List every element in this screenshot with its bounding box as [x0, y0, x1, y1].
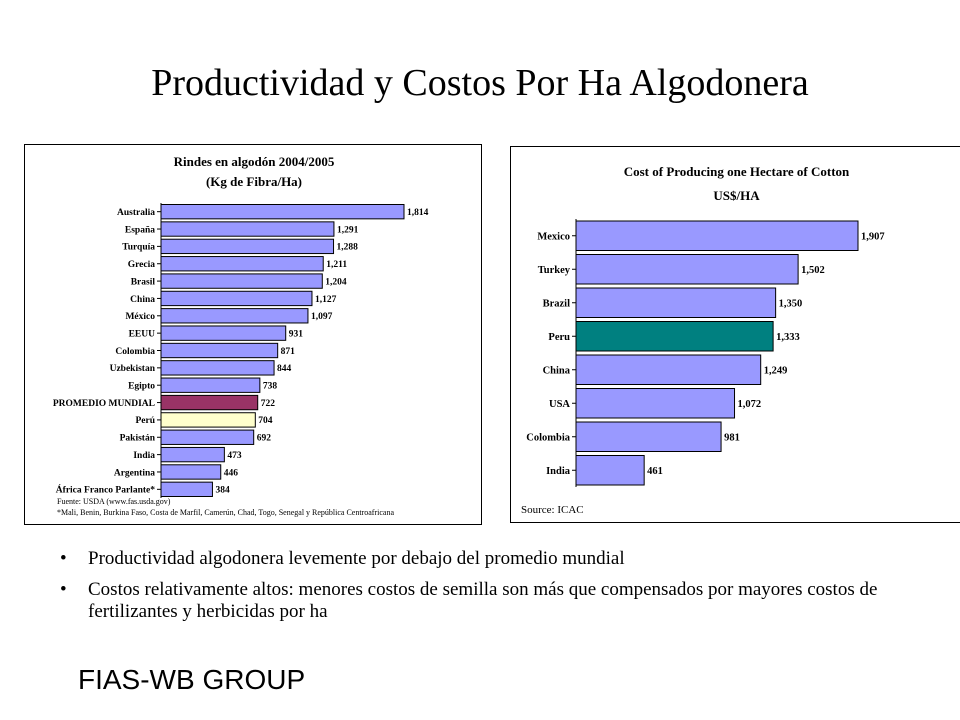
value-label: 1,291 — [337, 225, 359, 235]
bullet-item: • Costos relativamente altos: menores co… — [60, 579, 920, 623]
value-label: 738 — [263, 382, 278, 392]
yield-chart: Rindes en algodón 2004/2005 (Kg de Fibra… — [24, 144, 482, 525]
value-label: 704 — [258, 416, 273, 426]
bar — [160, 325, 287, 341]
value-label: 1,333 — [776, 332, 800, 343]
bar — [575, 421, 722, 452]
value-label: 1,127 — [315, 295, 337, 305]
value-label: 384 — [215, 486, 230, 496]
category-label: Pakistán — [120, 434, 156, 444]
value-label: 1,907 — [861, 231, 885, 242]
bar — [160, 273, 323, 289]
bar — [575, 287, 777, 318]
value-label: 1,249 — [764, 365, 788, 376]
bar — [160, 238, 335, 255]
category-label: Argentina — [114, 468, 155, 478]
category-label: Australia — [117, 208, 155, 218]
yield-chart-plot: Australia 1,814 España 1,291 Turquía 1,288 Gre… — [53, 203, 429, 517]
category-label: Peru — [548, 332, 570, 343]
cost-chart-title: Cost of Producing one Hectare of Cotton — [623, 164, 850, 179]
bar — [160, 481, 213, 498]
bullet-list: • Productividad algodonera levemente por… — [60, 548, 920, 632]
category-label: USA — [549, 399, 570, 410]
bar — [160, 221, 335, 237]
category-label: India — [546, 466, 571, 477]
footer-brand: FIAS-WB GROUP — [78, 664, 306, 695]
bar — [160, 290, 313, 307]
source-note: Fuente: USDA (www.fas.usda.gov) — [57, 497, 171, 506]
category-label: China — [543, 365, 571, 376]
bar — [160, 342, 279, 359]
cost-chart-subtitle: US$/HA — [713, 188, 760, 203]
bullet-marker: • — [60, 548, 67, 569]
bar — [160, 256, 324, 272]
value-label: 1,204 — [325, 277, 347, 287]
value-label: 1,814 — [407, 208, 429, 218]
value-label: 1,211 — [326, 260, 347, 270]
category-label: Brazil — [543, 298, 570, 309]
source-note: *Mali, Benin, Burkina Faso, Costa de Mar… — [57, 508, 394, 517]
category-label: España — [125, 225, 155, 235]
cost-chart: Cost of Producing one Hectare of Cotton … — [510, 146, 960, 523]
value-label: 722 — [261, 399, 276, 409]
category-label: Grecia — [128, 260, 156, 270]
category-label: Turquía — [122, 243, 155, 253]
category-label: India — [133, 451, 155, 461]
yield-chart-subtitle: (Kg de Fibra/Ha) — [205, 174, 303, 189]
category-label: Brasil — [131, 277, 156, 287]
category-label: Colombia — [115, 347, 155, 357]
value-label: 981 — [724, 432, 740, 443]
bar — [575, 354, 762, 385]
bar — [160, 429, 255, 445]
bar — [160, 204, 405, 220]
cost-chart-plot: Mexico 1,907 Turkey 1,502 Brazil 1,350 Peru 1,3… — [521, 219, 885, 516]
category-label: Turkey — [538, 265, 571, 276]
source-note: Source: ICAC — [521, 504, 584, 516]
value-label: 871 — [281, 347, 296, 357]
value-label: 446 — [224, 468, 239, 478]
slide-title: Productividad y Costos Por Ha Algodonera — [151, 62, 809, 104]
category-label: Colombia — [526, 432, 571, 443]
value-label: 1,502 — [801, 265, 825, 276]
value-label: 1,097 — [311, 312, 333, 322]
value-label: 1,072 — [738, 399, 762, 410]
category-label: Uzbekistan — [110, 364, 156, 374]
category-label: China — [130, 295, 155, 305]
category-label: EEUU — [129, 329, 156, 339]
value-label: 1,288 — [337, 243, 359, 253]
bar — [160, 412, 256, 428]
value-label: 473 — [227, 451, 242, 461]
bar — [575, 388, 736, 419]
category-label: Perú — [135, 416, 155, 426]
value-label: 461 — [647, 466, 663, 477]
bullet-text: Costos relativamente altos: menores cost… — [88, 579, 878, 622]
bar — [160, 377, 261, 393]
bar — [160, 464, 222, 480]
value-label: 931 — [289, 329, 304, 339]
bullet-text: Productividad algodonera levemente por d… — [88, 548, 625, 569]
category-label: Mexico — [537, 231, 570, 242]
category-label: PROMEDIO MUNDIAL — [53, 399, 155, 409]
bullet-marker: • — [60, 579, 67, 600]
bar — [575, 321, 774, 352]
bar — [160, 446, 225, 463]
bar — [160, 360, 275, 376]
value-label: 844 — [277, 364, 292, 374]
value-label: 1,350 — [779, 298, 803, 309]
bar — [160, 308, 309, 324]
value-label: 692 — [257, 434, 272, 444]
yield-chart-title: Rindes en algodón 2004/2005 — [173, 154, 335, 169]
category-label: Egipto — [128, 382, 155, 392]
category-label: México — [125, 312, 155, 322]
bar — [575, 254, 799, 285]
bar — [575, 220, 859, 251]
bar — [160, 394, 259, 411]
category-label: África Franco Parlante* — [56, 484, 155, 496]
bar — [575, 455, 645, 486]
bullet-item: • Productividad algodonera levemente por… — [60, 548, 920, 570]
